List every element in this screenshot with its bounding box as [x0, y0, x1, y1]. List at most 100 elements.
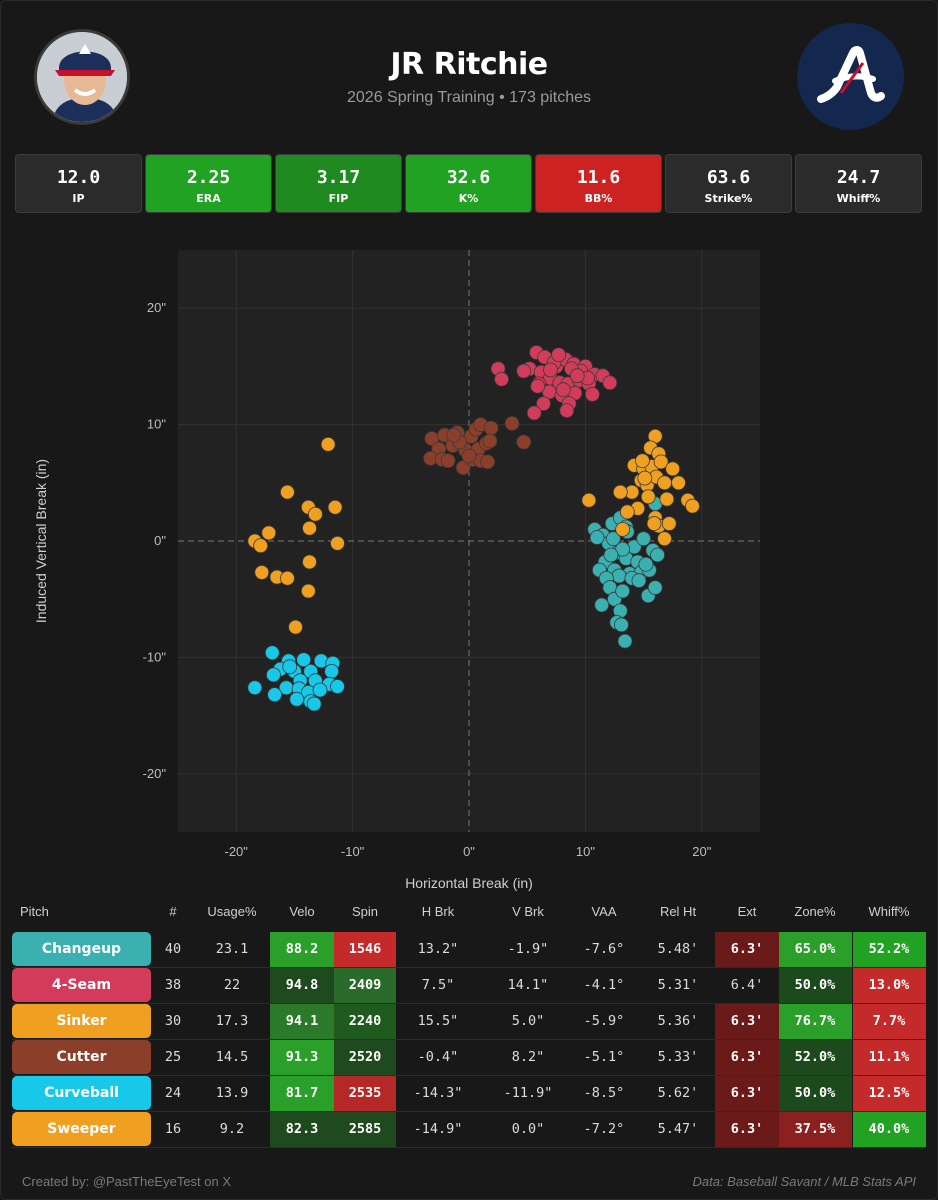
cell-zone: 50.0% — [778, 1076, 852, 1111]
y-tick-label: 0" — [154, 533, 166, 548]
table-row: Sweeper 16 9.2 82.3 2585 -14.9" 0.0" -7.2° 5.47'… — [12, 1112, 926, 1148]
stat-value: 2.25 — [186, 167, 231, 188]
stat-value: 24.7 — [836, 167, 881, 188]
cell-zone: 52.0% — [778, 1040, 852, 1075]
pitch-point-changeup — [650, 547, 665, 563]
cell-whiff: 52.2% — [852, 932, 926, 967]
x-tick-label: 20" — [692, 844, 711, 859]
subtitle: 2026 Spring Training • 173 pitches — [347, 89, 591, 106]
pitch-point-curveball — [267, 687, 283, 703]
pitch-point-sweeper — [280, 570, 295, 586]
cell-ext: 6.4' — [730, 977, 764, 993]
cell-hbrk: 15.5" — [417, 1013, 459, 1029]
cell-hbrk: -14.9" — [413, 1121, 463, 1137]
pitch-point-curveball — [247, 680, 263, 696]
cell-vaa: -5.9° — [583, 1013, 625, 1029]
stat-box-ip: 12.0 IP — [15, 154, 142, 213]
cell-usage: 14.5 — [215, 1049, 249, 1065]
pitch-point-sinker — [659, 491, 675, 507]
cell-count: 40 — [164, 941, 182, 957]
pitch-point-sweeper — [307, 506, 323, 522]
cell-count: 25 — [164, 1049, 182, 1065]
cell-whiff: 7.7% — [852, 1004, 926, 1039]
pitch-point-curveball — [289, 691, 305, 707]
cell-usage: 17.3 — [215, 1013, 249, 1029]
cell-vaa: -7.2° — [583, 1121, 625, 1137]
footer-source: Data: Baseball Savant / MLB Stats API — [692, 1174, 916, 1189]
pitch-label: Cutter — [12, 1040, 151, 1074]
pitch-point-4-seam — [494, 371, 509, 387]
stat-box-strike-pct: 63.6 Strike% — [665, 154, 792, 213]
pitch-point-4-seam — [602, 375, 618, 391]
pitch-point-sinker — [612, 484, 628, 500]
table-row: Changeup 40 23.1 88.2 1546 13.2" -1.9" -7.6° 5.4… — [12, 932, 926, 968]
table-header: Velo — [289, 904, 315, 919]
pitch-point-sinker — [661, 516, 677, 531]
x-tick-label: 0" — [463, 844, 475, 859]
x-tick-label: -20" — [224, 844, 248, 859]
cell-ext: 6.3' — [715, 1040, 779, 1075]
x-tick-label: 10" — [576, 844, 595, 859]
table-row: Cutter 25 14.5 91.3 2520 -0.4" 8.2" -5.1° 5.33' 6… — [12, 1040, 926, 1076]
pitch-point-curveball — [296, 652, 312, 668]
table-header: Spin — [351, 904, 379, 919]
cell-relht: 5.31' — [657, 977, 699, 993]
cell-vaa: -7.6° — [583, 941, 625, 957]
pitch-point-sinker — [640, 489, 656, 505]
table-header: H Brk — [421, 904, 455, 919]
pitch-label: Changeup — [12, 932, 151, 966]
cell-zone: 65.0% — [778, 932, 852, 967]
cell-relht: 5.62' — [657, 1085, 699, 1101]
x-axis-label: Horizontal Break (in) — [405, 875, 533, 891]
cell-spin: 1546 — [334, 932, 396, 967]
footer-credit: Created by: @PastTheEyeTest on X — [22, 1174, 232, 1189]
row-divider — [12, 1003, 926, 1004]
pitch-point-cutter — [482, 433, 498, 449]
pitch-point-changeup — [617, 633, 633, 649]
pitch-point-sinker — [615, 521, 631, 537]
pitch-point-sweeper — [288, 619, 303, 635]
stat-label: Whiff% — [836, 192, 881, 205]
pitch-point-sweeper — [330, 535, 345, 551]
pitch-point-4-seam — [536, 396, 551, 412]
row-divider — [12, 1039, 926, 1040]
y-tick-label: -20" — [143, 766, 167, 781]
cell-ext: 6.3' — [715, 932, 779, 967]
pitch-point-cutter — [516, 434, 532, 450]
cell-relht: 5.48' — [657, 941, 699, 957]
stat-value: 32.6 — [446, 167, 491, 188]
pitch-point-changeup — [636, 531, 651, 547]
cell-spin: 2409 — [334, 968, 396, 1003]
cell-zone: 76.7% — [778, 1004, 852, 1039]
pitch-point-cutter — [480, 454, 496, 470]
pitch-point-4-seam — [559, 403, 575, 419]
cell-velo: 94.8 — [270, 968, 334, 1003]
pitch-point-changeup — [589, 530, 605, 545]
pitch-point-sweeper — [254, 565, 270, 580]
stat-box-bb-pct: 11.6 BB% — [535, 154, 662, 213]
pitch-point-curveball — [306, 696, 322, 712]
y-tick-label: 20" — [147, 300, 166, 315]
pitch-point-changeup — [603, 547, 619, 563]
stat-value: 63.6 — [706, 167, 751, 188]
cell-vbrk: 8.2" — [511, 1049, 545, 1065]
cell-whiff: 11.1% — [852, 1040, 926, 1075]
pitch-point-sinker — [581, 492, 597, 508]
pitch-point-4-seam — [516, 363, 532, 379]
cell-hbrk: -14.3" — [413, 1085, 463, 1101]
row-divider — [12, 1075, 926, 1076]
pitch-point-changeup — [638, 556, 654, 572]
cell-whiff: 13.0% — [852, 968, 926, 1003]
pitch-point-sweeper — [327, 499, 343, 515]
pitch-point-sweeper — [253, 538, 269, 554]
pitch-point-sinker — [665, 461, 681, 477]
stat-value: 12.0 — [56, 167, 101, 188]
stat-value: 3.17 — [316, 167, 361, 188]
cell-usage: 22 — [223, 977, 241, 993]
cell-vbrk: 5.0" — [511, 1013, 545, 1029]
pitch-label: 4-Seam — [12, 968, 151, 1002]
cell-count: 16 — [164, 1121, 182, 1137]
pitch-point-4-seam — [569, 368, 585, 384]
cell-whiff: 12.5% — [852, 1076, 926, 1111]
cell-vbrk: -11.9" — [503, 1085, 553, 1101]
